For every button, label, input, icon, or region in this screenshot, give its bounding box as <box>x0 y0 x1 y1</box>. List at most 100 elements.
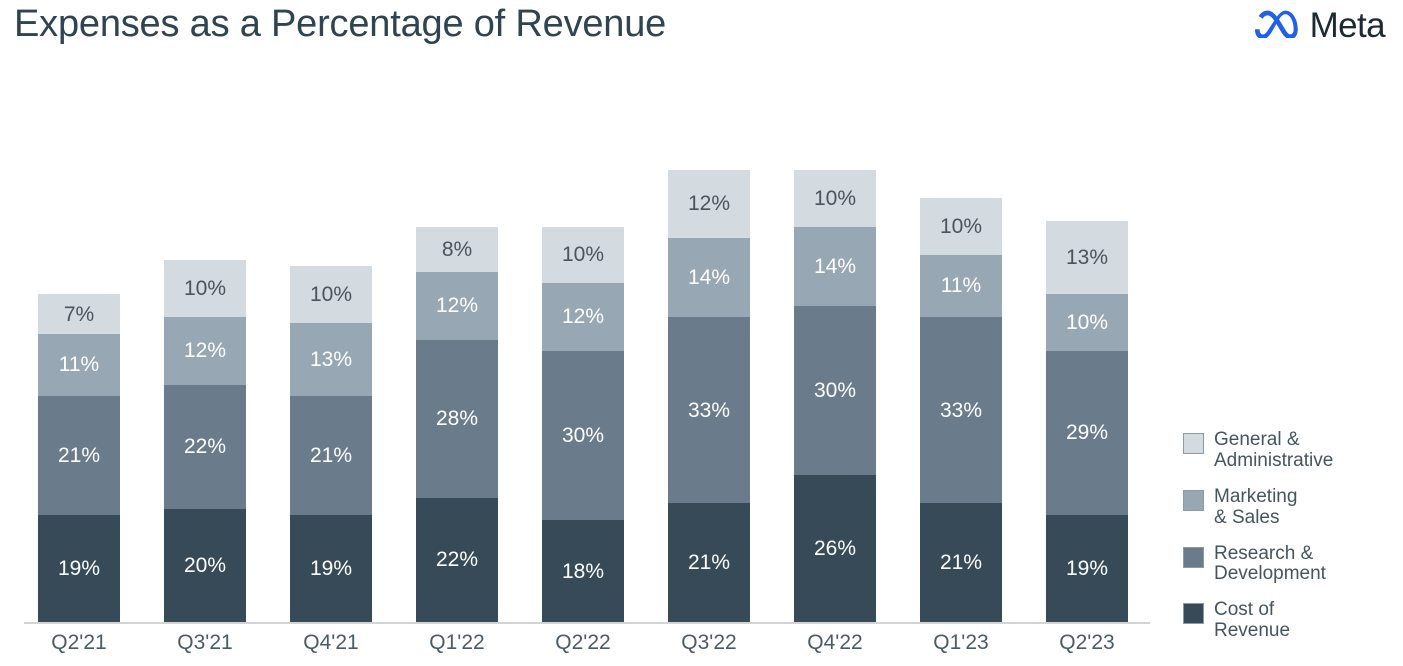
bar-segment-label: 33% <box>939 398 983 422</box>
bar-segment[interactable]: 33% <box>668 316 750 504</box>
bar-segment[interactable]: 21% <box>290 396 372 515</box>
bar-segment[interactable]: 10% <box>542 226 624 284</box>
bar-segment-label: 10% <box>813 186 857 210</box>
bar-segment[interactable]: 10% <box>164 260 246 317</box>
bar-segment[interactable]: 29% <box>1046 350 1128 515</box>
bar-segment[interactable]: 21% <box>668 503 750 622</box>
bar-segment[interactable]: 12% <box>542 283 624 351</box>
bar-segment-label: 10% <box>1065 311 1109 335</box>
legend-item[interactable]: Research & Development <box>1183 543 1398 586</box>
bar-segment-label: 10% <box>183 277 227 301</box>
legend-color-swatch <box>1183 489 1204 511</box>
legend-label-line2: Revenue <box>1214 620 1291 642</box>
bar-segment[interactable]: 11% <box>38 333 120 397</box>
chart-header: Expenses as a Percentage of Revenue Meta <box>0 0 1403 62</box>
bar-segment[interactable]: 30% <box>794 305 876 476</box>
bar-stack[interactable]: 12% 14% 33% 21% <box>668 170 750 622</box>
bar-segment[interactable]: 26% <box>794 475 876 622</box>
meta-infinity-icon <box>1254 8 1301 43</box>
bar-stack[interactable]: 7% 11% 21% 19% <box>38 294 120 622</box>
x-axis-tick-label: Q1'23 <box>933 631 989 654</box>
bar-segment[interactable]: 10% <box>1046 294 1128 351</box>
bar-segment-label: 18% <box>561 559 605 583</box>
bar-segment-label: 12% <box>435 294 479 318</box>
bar-segment[interactable]: 22% <box>164 384 246 509</box>
bar-segment-label: 28% <box>435 407 479 431</box>
bar-segment[interactable]: 13% <box>290 322 372 397</box>
bar-segment[interactable]: 22% <box>416 497 498 622</box>
x-axis-tick-label: Q2'23 <box>1059 631 1115 654</box>
legend-item[interactable]: General & Administrative <box>1183 429 1398 472</box>
bar-segment[interactable]: 28% <box>416 339 498 498</box>
bar-segment[interactable]: 8% <box>416 226 498 272</box>
legend-label-line2: Administrative <box>1214 449 1334 471</box>
bar-segment-label: 14% <box>687 265 731 289</box>
legend-label-line1: General & <box>1214 429 1300 450</box>
bar-segment-label: 29% <box>1065 421 1109 445</box>
bar-segment-label: 10% <box>561 243 605 267</box>
bar-segment-label: 7% <box>63 302 95 326</box>
bar-segment[interactable]: 14% <box>668 237 750 317</box>
bar-segment[interactable]: 20% <box>164 509 246 622</box>
bar-segment-label: 30% <box>561 424 605 448</box>
bar-segment[interactable]: 7% <box>38 294 120 334</box>
bar-segment[interactable]: 33% <box>920 316 1002 504</box>
bar-segment[interactable]: 10% <box>920 198 1002 255</box>
bar-segment-label: 11% <box>58 353 100 377</box>
bar-segment[interactable]: 19% <box>38 514 120 622</box>
bar-segment[interactable]: 14% <box>794 226 876 306</box>
bar-segment[interactable]: 12% <box>416 271 498 340</box>
bar-segment-label: 22% <box>435 548 479 572</box>
x-axis-tick-label: Q4'22 <box>807 631 863 654</box>
x-axis-line <box>24 622 1150 624</box>
bar-segment[interactable]: 21% <box>920 503 1002 622</box>
bar-segment[interactable]: 21% <box>38 396 120 515</box>
legend-color-swatch <box>1183 546 1204 568</box>
legend-label-line2: Development <box>1214 563 1326 585</box>
meta-wordmark: Meta <box>1309 6 1386 45</box>
meta-logo: Meta <box>1254 6 1386 45</box>
bar-stack[interactable]: 13% 10% 29% 19% <box>1046 220 1128 622</box>
chart-legend: General & Administrative Marketing & Sales R… <box>1183 429 1398 657</box>
bar-segment[interactable]: 13% <box>1046 220 1128 295</box>
bar-segment-label: 12% <box>183 339 227 363</box>
bar-stack[interactable]: 8% 12% 28% 22% <box>416 226 498 622</box>
legend-color-swatch <box>1183 603 1204 625</box>
bar-stack[interactable]: 10% 13% 21% 19% <box>290 266 372 622</box>
legend-label: Cost of Revenue <box>1214 599 1291 642</box>
bar-segment[interactable]: 18% <box>542 520 624 622</box>
legend-item[interactable]: Cost of Revenue <box>1183 599 1398 642</box>
legend-label-line2: & Sales <box>1214 506 1280 528</box>
legend-color-swatch <box>1183 433 1204 454</box>
legend-item[interactable]: Marketing & Sales <box>1183 486 1398 529</box>
bar-stack[interactable]: 10% 14% 30% 26% <box>794 170 876 622</box>
x-axis-tick-label: Q3'21 <box>177 631 233 654</box>
bar-segment[interactable]: 19% <box>290 514 372 622</box>
bar-segment[interactable]: 11% <box>920 254 1002 317</box>
bar-segment[interactable]: 12% <box>164 316 246 385</box>
bar-segment-label: 22% <box>183 435 227 459</box>
bar-segment[interactable]: 30% <box>542 350 624 521</box>
bar-segment[interactable]: 12% <box>668 170 750 238</box>
legend-label-line1: Cost of <box>1214 599 1275 621</box>
bar-segment-label: 30% <box>813 378 857 402</box>
bar-segment-label: 14% <box>813 254 857 278</box>
page-title: Expenses as a Percentage of Revenue <box>14 3 667 45</box>
bar-segment[interactable]: 10% <box>794 170 876 227</box>
bar-segment-label: 13% <box>309 347 353 371</box>
bar-stack[interactable]: 10% 12% 22% 20% <box>164 260 246 622</box>
bar-segment-label: 8% <box>441 237 473 261</box>
x-axis-tick-label: Q2'22 <box>555 631 611 654</box>
bar-segment-label: 21% <box>309 443 353 467</box>
bar-segment-label: 21% <box>687 551 731 575</box>
x-axis-tick-label: Q4'21 <box>303 631 359 654</box>
bar-segment[interactable]: 10% <box>290 266 372 323</box>
legend-label: General & Administrative <box>1214 429 1334 472</box>
bar-segment-label: 19% <box>57 556 101 580</box>
x-axis-tick-label: Q2'21 <box>51 631 107 654</box>
bar-stack[interactable]: 10% 12% 30% 18% <box>542 226 624 622</box>
bar-segment[interactable]: 19% <box>1046 514 1128 622</box>
bar-segment-label: 13% <box>1065 246 1109 270</box>
bar-stack[interactable]: 10% 11% 33% 21% <box>920 198 1002 622</box>
bar-segment-label: 12% <box>561 305 605 329</box>
